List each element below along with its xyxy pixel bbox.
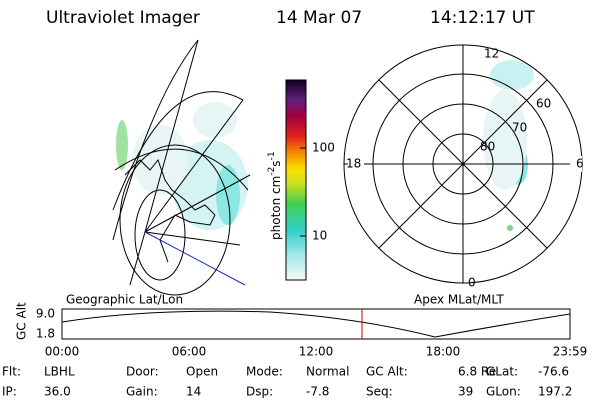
info-label: GLat: [486,365,518,379]
info-value: 39 [458,385,473,399]
x-tick-label: 06:00 [172,345,207,359]
colorbar-unit: photon cm-2s-1 [267,151,283,240]
colorbar-tick-label: 10 [312,229,327,243]
info-value: 197.2 [538,385,572,399]
mlt-label: 18 [346,157,361,171]
altitude-frame [61,308,571,340]
info-label: IP: [2,385,17,399]
info-label: Gain: [126,385,158,399]
colorbar-tick-label: 100 [312,141,335,155]
info-value: -7.8 [306,385,329,399]
info-label: Door: [126,365,159,379]
info-value: 6.8 Re [458,365,496,379]
mlt-label: 0 [468,276,476,290]
info-value: LBHL [44,365,75,379]
info-label: GLon: [486,385,521,399]
mlat-label: 80 [480,140,495,154]
mlt-label: 12 [484,47,499,61]
mlat-label: 60 [536,97,551,111]
info-label: Mode: [246,365,283,379]
unit: s [269,160,283,166]
date: 14 Mar 07 [276,8,362,28]
exp: -2 [267,167,277,176]
unit: photon cm [269,176,283,240]
info-label: Dsp: [246,385,273,399]
mlt-label: 6 [576,157,584,171]
info-value: Normal [306,365,349,379]
polar-label: Apex MLat/MLT [414,293,504,307]
info-value: 14 [186,385,201,399]
geographic-map [112,39,251,296]
x-tick-label: 23:59 [553,345,588,359]
x-tick-label: 00:00 [45,345,80,359]
time: 14:12:17 UT [430,8,535,28]
colorbar [285,79,307,281]
polar-plot: 12 18 6 0 60 70 80 [343,44,584,290]
altitude-tick: 1.8 [36,327,55,341]
title: Ultraviolet Imager [46,8,200,28]
mlat-label: 70 [512,121,527,135]
altitude-label: GC Alt [15,302,29,340]
info-value: -76.6 [538,365,569,379]
altitude-tick: 9.0 [36,307,55,321]
info-label: Seq: [366,385,393,399]
x-tick-label: 12:00 [299,345,334,359]
info-value: Open [186,365,218,379]
x-tick-label: 18:00 [426,345,461,359]
map-label: Geographic Lat/Lon [66,293,183,307]
info-label: GC Alt: [366,365,408,379]
info-value: 36.0 [44,385,71,399]
exp: -1 [267,151,277,160]
info-label: Flt: [2,365,21,379]
altitude-curve [61,310,571,338]
